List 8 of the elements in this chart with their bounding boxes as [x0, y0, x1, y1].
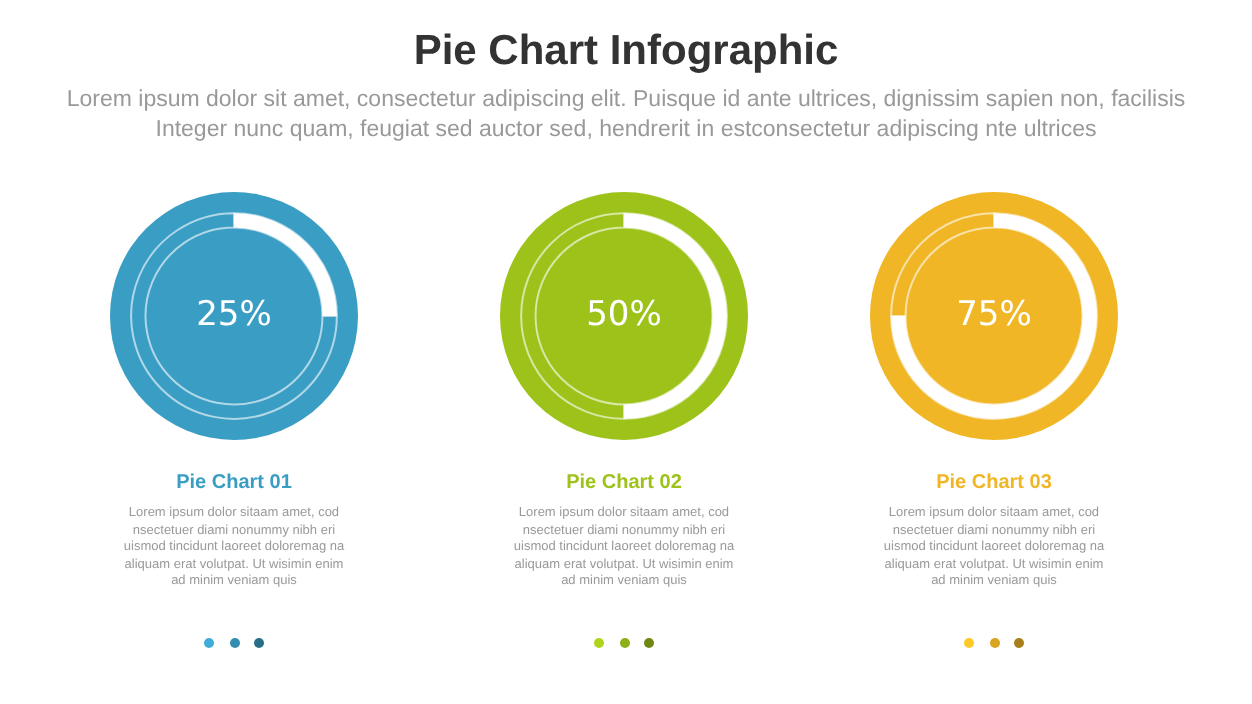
text: Pie Chart 02: [564, 472, 684, 494]
text: Lorem ipsum dolor sit amet, consectetur adipiscing elit. Puisque id ante ultrices, dignissim sapien non, facilisis Integer nunc quam, feugiat sed auctor sed, hendrerit in estconsectetur adipiscing nte ultrices: [66, 86, 1186, 146]
data-label: 50%: [586, 294, 662, 335]
text: Pie Chart 01: [174, 472, 294, 494]
data-label: 25%: [196, 294, 272, 335]
data-label: 75%: [956, 294, 1032, 335]
text: Pie Chart 03: [934, 472, 1054, 494]
text: Pie Chart Infographic: [411, 28, 841, 76]
